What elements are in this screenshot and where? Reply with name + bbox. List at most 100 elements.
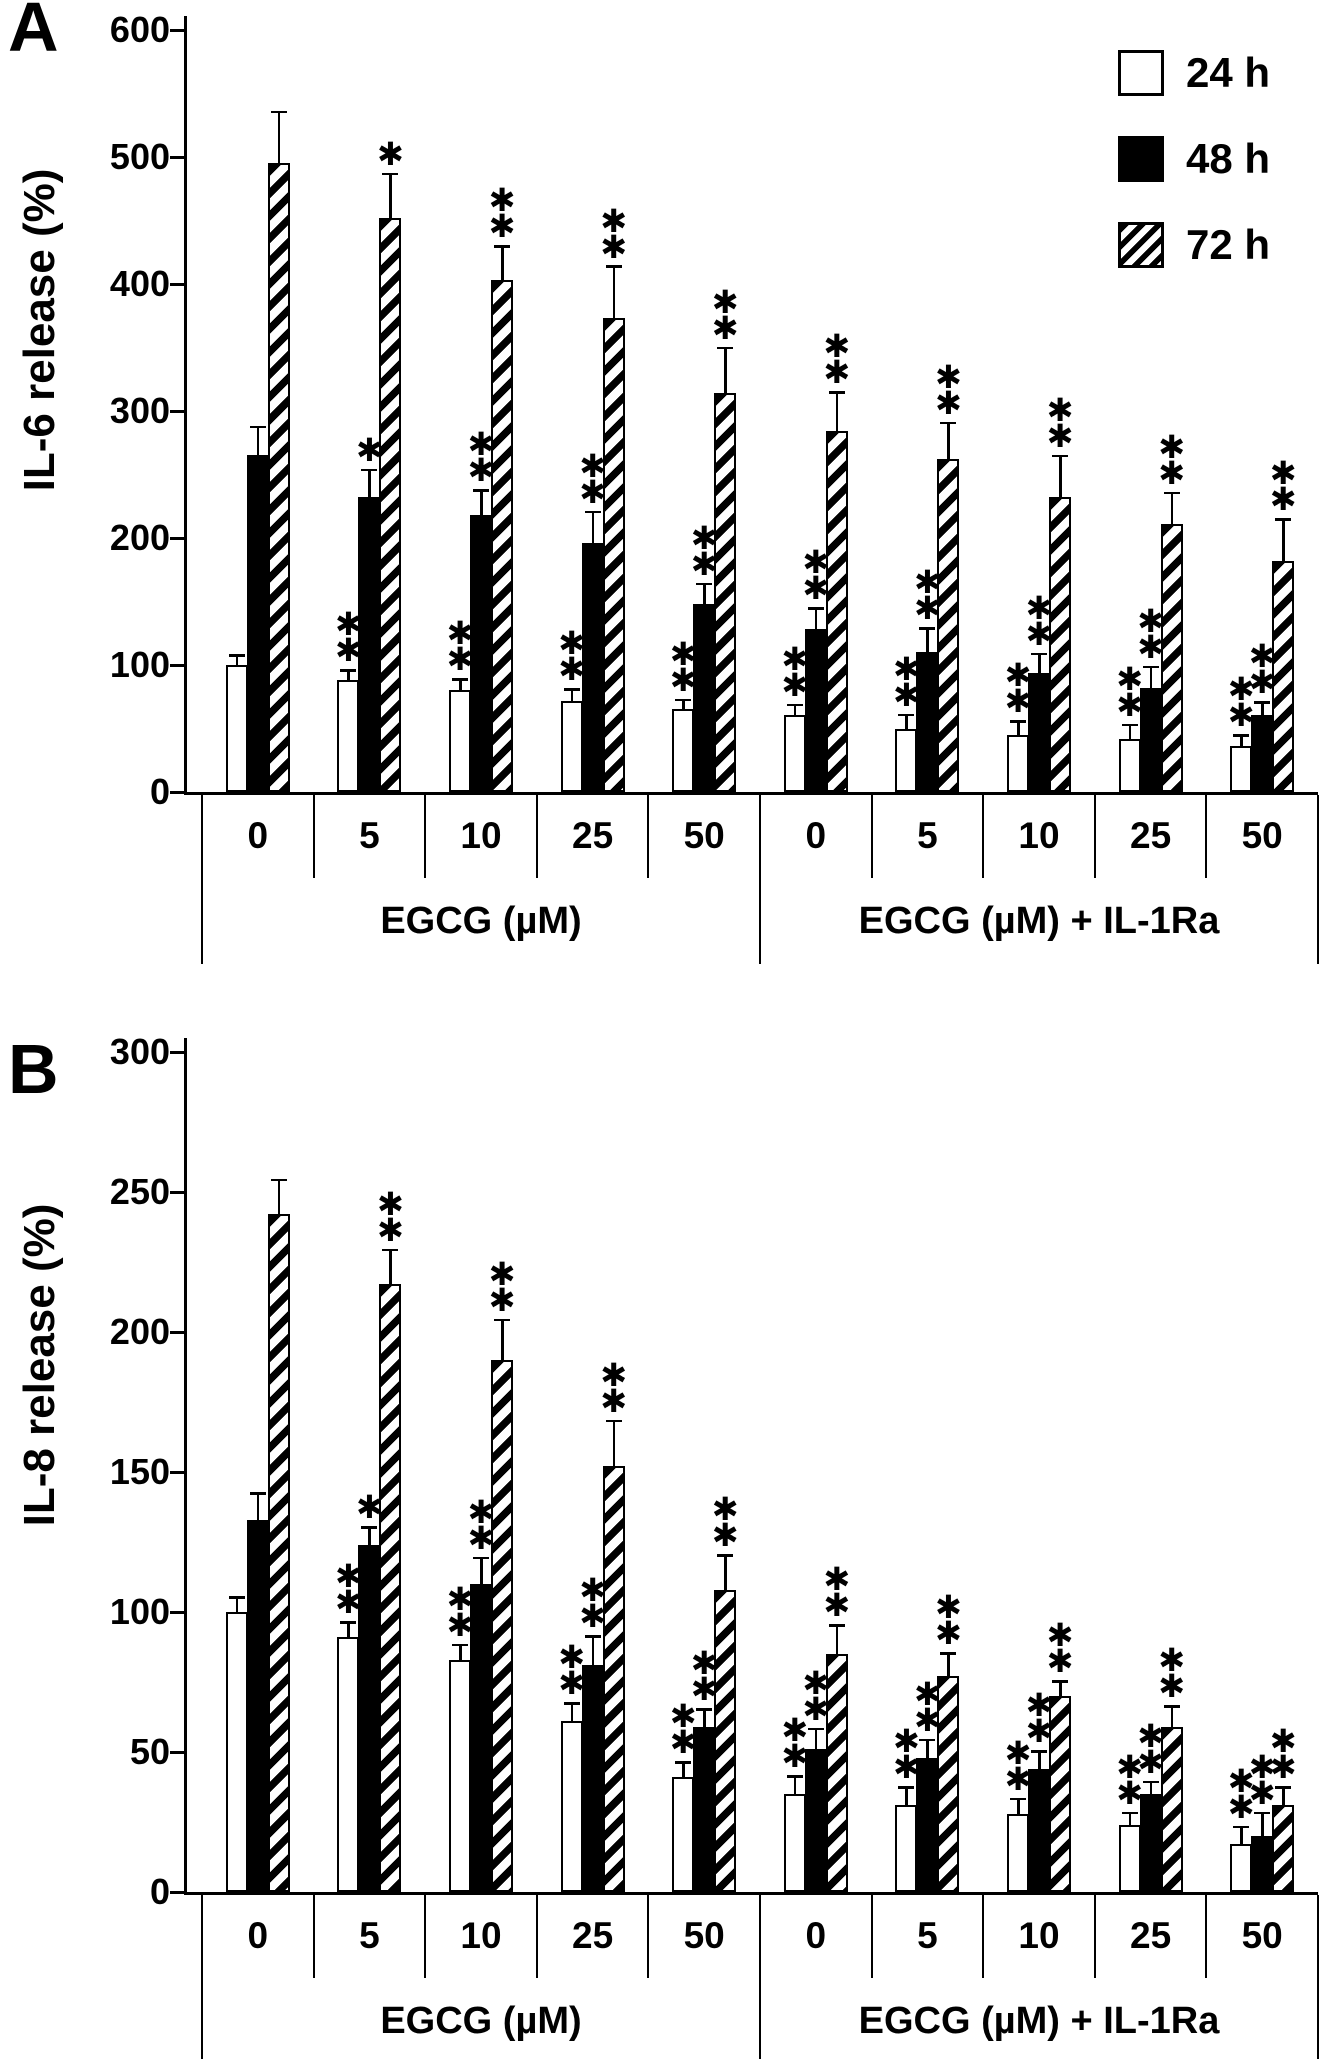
band-separator	[1205, 1895, 1208, 1978]
error-bar-cap	[382, 172, 399, 176]
y-tick-label: 500	[109, 136, 170, 177]
y-tick-label: 300	[109, 390, 170, 431]
band-separator	[535, 795, 538, 878]
band-separator	[535, 1895, 538, 1978]
asterisk-icon: ✱	[446, 1605, 474, 1644]
bar-72h	[379, 1284, 402, 1892]
asterisk-icon: ✱	[600, 201, 627, 240]
asterisk-icon: ✱	[934, 357, 962, 396]
significance-single-asterisk: ✱	[346, 1488, 392, 1526]
asterisk-icon: ✱	[558, 1638, 585, 1677]
asterisk-icon: ✱	[711, 1516, 739, 1554]
error-bar-cap	[675, 698, 692, 702]
x-section-label: EGCG (µM)	[380, 900, 582, 942]
y-tick-label: 0	[149, 1871, 170, 1912]
significance-double-asterisk: ✱ ✱	[1016, 1689, 1062, 1747]
error-bar-cap	[1142, 1780, 1159, 1784]
bar-48h	[358, 1544, 381, 1892]
x-group-label: 0	[247, 815, 269, 856]
error-bar-cap	[696, 582, 713, 586]
asterisk-icon: ✱	[467, 451, 495, 490]
error-bar-cap	[1163, 491, 1180, 495]
significance-double-asterisk: ✱ ✱	[1128, 605, 1174, 663]
error-bar-cap	[696, 1708, 713, 1711]
asterisk-icon: ✱	[802, 1689, 830, 1728]
significance-double-asterisk: ✱ ✱	[793, 1667, 839, 1728]
significance-double-asterisk: ✱ ✱	[458, 1496, 504, 1554]
significance-double-asterisk: ✱ ✱	[1260, 457, 1306, 515]
significance-double-asterisk: ✱ ✱	[772, 643, 818, 701]
asterisk-icon: ✱	[1227, 1761, 1255, 1800]
asterisk-icon: ✱	[558, 1664, 585, 1703]
asterisk-icon: ✱	[802, 569, 830, 608]
significance-double-asterisk: ✱ ✱	[1037, 394, 1083, 455]
significance-double-asterisk: ✱ ✱	[1016, 592, 1062, 653]
error-bar	[480, 1558, 483, 1586]
significance-double-asterisk: ✱ ✱	[367, 1188, 413, 1249]
significance-double-asterisk: ✱ ✱	[1239, 640, 1285, 698]
asterisk-icon: ✱	[1227, 670, 1255, 709]
band-separator	[312, 795, 315, 878]
error-bar-cap	[452, 1643, 468, 1647]
significance-double-asterisk: ✱ ✱	[479, 1258, 525, 1316]
asterisk-icon: ✱	[1046, 416, 1074, 455]
asterisk-icon: ✱	[1269, 1722, 1297, 1761]
asterisk-icon: ✱	[1227, 1787, 1255, 1826]
error-bar	[1017, 722, 1020, 737]
y-tick-label: 150	[109, 1451, 170, 1492]
error-bar	[724, 348, 727, 396]
asterisk-icon: ✱	[823, 327, 851, 366]
asterisk-icon: ✱	[892, 1722, 920, 1761]
error-bar	[389, 1250, 392, 1287]
asterisk-icon: ✱	[1025, 614, 1053, 653]
x-section-label: EGCG (µM)	[380, 2000, 582, 2042]
error-bar	[793, 705, 797, 717]
bar-24h	[1007, 1813, 1029, 1892]
error-bar-cap	[361, 468, 378, 472]
asterisk-icon: ✱	[669, 1723, 697, 1762]
error-bar-cap	[605, 265, 622, 268]
bar-24h	[225, 1612, 248, 1892]
error-bar	[905, 1788, 908, 1808]
error-bar-cap	[828, 1624, 845, 1627]
error-bar	[1038, 654, 1041, 675]
y-tick-label: 200	[109, 517, 170, 558]
error-bar	[1261, 1813, 1264, 1838]
bar-48h	[470, 1584, 492, 1892]
band-separator	[1205, 795, 1208, 878]
x-section-label: EGCG (µM) + IL-1Ra	[858, 2000, 1220, 2042]
significance-double-asterisk: ✱ ✱	[549, 1638, 595, 1703]
error-bar-cap	[1275, 518, 1292, 521]
error-bar	[501, 247, 504, 283]
y-tick-mark	[170, 1331, 184, 1334]
error-bar-cap	[228, 1596, 245, 1599]
asterisk-icon: ✱	[355, 1488, 383, 1526]
error-bar-cap	[563, 1702, 580, 1705]
error-bar-cap	[1163, 1705, 1180, 1708]
asterisk-icon: ✱	[376, 1210, 404, 1249]
x-group-label: 10	[1018, 815, 1060, 856]
asterisk-icon: ✱	[600, 1355, 627, 1394]
error-bar-cap	[1142, 665, 1159, 669]
error-bar	[1149, 1782, 1153, 1796]
error-bar-cap	[786, 1775, 803, 1778]
significance-double-asterisk: ✱ ✱	[904, 1678, 950, 1736]
significance-double-asterisk: ✱ ✱	[1218, 670, 1264, 731]
band-divider	[759, 795, 761, 964]
x-axis-line	[184, 792, 1318, 795]
error-bar-cap	[1010, 720, 1026, 723]
error-bar	[682, 1763, 685, 1780]
error-bar	[368, 470, 371, 500]
error-bar	[277, 1180, 281, 1217]
asterisk-icon: ✱	[579, 1571, 606, 1610]
error-bar-cap	[270, 1178, 287, 1182]
significance-double-asterisk: ✱ ✱	[660, 1700, 706, 1762]
y-tick-mark	[170, 283, 184, 286]
error-bar	[1038, 1752, 1041, 1771]
y-axis-title: IL-8 release (%)	[15, 1203, 64, 1527]
error-bar	[389, 174, 392, 220]
error-bar-cap	[473, 489, 489, 492]
y-tick-label: 600	[109, 9, 170, 50]
